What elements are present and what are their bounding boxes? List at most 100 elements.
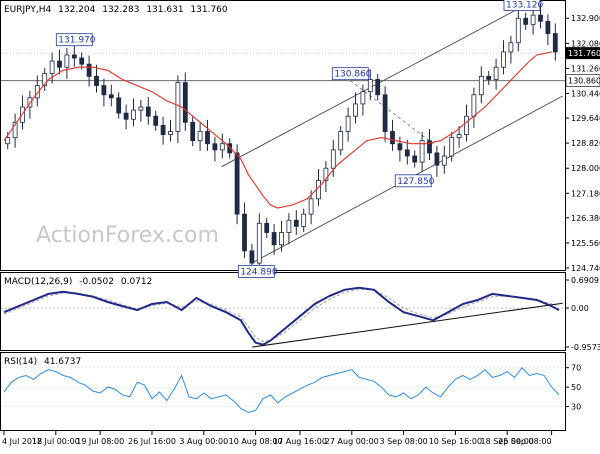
x-tick-label: 3 Sep 08:00	[379, 437, 427, 446]
price-ytick-label: 124.740	[571, 264, 600, 273]
candle-body	[12, 121, 18, 139]
price-ytick-label: 125.560	[571, 239, 600, 248]
candle-body	[182, 82, 188, 123]
candle-body	[330, 149, 336, 169]
price-label-box	[394, 174, 432, 188]
candle-body	[205, 131, 210, 145]
candle-body	[94, 75, 99, 86]
ohlc-close: 131.760	[190, 5, 227, 15]
candle-body	[64, 54, 70, 68]
price-title: EURJPY,H4 132.204 132.283 131.631 131.76…	[4, 5, 228, 15]
candle-body	[227, 143, 233, 154]
candle-body	[464, 115, 469, 135]
candle-body	[449, 137, 455, 157]
candle-body	[545, 20, 551, 34]
macd-title-name: MACD(12,26,9)	[4, 277, 72, 287]
rsi-title-name: RSI(14)	[4, 357, 37, 367]
candle-body	[190, 121, 196, 142]
x-tick-label: 17 Aug 16:00	[273, 437, 327, 446]
x-tick-label: 18 Sep 00:00	[480, 437, 533, 446]
candle-body	[471, 94, 477, 117]
price-label-text: 124.890	[240, 267, 277, 277]
price-label-box	[503, 0, 541, 11]
x-tick-label: 10 Sep 16:00	[429, 437, 482, 446]
candle-body	[530, 14, 536, 25]
price-label-box	[331, 67, 369, 81]
watermark: ActionForex.com	[36, 223, 219, 248]
candle-body	[131, 109, 136, 120]
candle-body	[345, 115, 351, 132]
x-tick-label: 27 Aug 00:00	[325, 437, 379, 446]
price-ytick-label: 126.380	[571, 214, 600, 223]
candle-body	[338, 131, 344, 151]
price-panel-frame	[0, 0, 566, 271]
candle-body	[153, 115, 159, 126]
candle-body	[234, 152, 240, 215]
price-ytick-label: 128.000	[571, 164, 600, 173]
candle-body	[367, 79, 373, 93]
candle-body	[197, 131, 203, 142]
candle-body	[404, 149, 410, 157]
candle-body	[419, 140, 425, 163]
candle-body	[256, 222, 262, 264]
candle-body	[515, 17, 521, 44]
candle-body	[42, 72, 48, 86]
candle-body	[145, 106, 151, 117]
candle-body	[123, 112, 129, 120]
macd-line	[3, 286, 560, 346]
candle-body	[264, 222, 270, 233]
candle-body	[412, 155, 418, 163]
candle-body	[101, 85, 107, 96]
candle-body	[293, 219, 299, 227]
macd-readout-2: 0.0712	[121, 277, 153, 287]
price-label-text: 133.120	[506, 1, 543, 11]
macd-title: MACD(12,26,9) -0.0502 0.0712	[4, 277, 152, 287]
candle-body	[138, 106, 144, 111]
x-tick-label: 19 Jul 08:00	[76, 437, 124, 446]
candle-body	[316, 180, 321, 200]
candle-body	[375, 79, 381, 96]
candle-body	[382, 94, 388, 132]
candle-body	[5, 137, 11, 145]
macd-ytick-label: -0.9573	[571, 343, 600, 352]
candle-body	[271, 232, 277, 246]
candle-body	[397, 143, 403, 151]
ohlc-high: 132.283	[102, 5, 139, 15]
candle-body	[279, 232, 284, 246]
price-label-text: 131.970	[58, 36, 95, 46]
candle-body	[116, 97, 122, 114]
price-ytick-label: 128.820	[571, 139, 600, 148]
candle-body	[323, 167, 329, 181]
candle-body	[441, 155, 447, 166]
price-ytick-label: 130.440	[571, 90, 600, 99]
candle-body	[108, 94, 114, 99]
macd-readout-1: -0.0502	[79, 277, 114, 287]
candle-body	[71, 54, 77, 59]
candle-body	[249, 250, 255, 264]
level-price-tag	[565, 74, 600, 87]
candle-body	[168, 131, 173, 135]
rsi-line	[3, 366, 560, 413]
candle-body	[175, 82, 181, 132]
candle-body	[493, 66, 499, 80]
candle-body	[49, 60, 55, 74]
price-label-text: 127.850	[397, 177, 434, 187]
candle-body	[523, 17, 529, 25]
candle-body	[57, 60, 62, 68]
candle-body	[508, 42, 514, 53]
macd-ytick-label: 0.00	[571, 304, 589, 313]
ohlc-low: 131.631	[146, 5, 183, 15]
price-label-box	[237, 265, 275, 278]
candle-body	[219, 143, 225, 151]
candle-body	[360, 91, 366, 105]
candle-body	[501, 51, 506, 68]
candle-body	[390, 131, 395, 145]
macd-signal-line	[3, 288, 560, 343]
price-ytick-label: 132.900	[571, 14, 600, 23]
rsi-panel-frame	[0, 352, 566, 431]
candle-body	[79, 57, 85, 65]
price-ytick-label: 132.080	[571, 39, 600, 48]
price-ytick-label: 129.640	[571, 114, 600, 123]
